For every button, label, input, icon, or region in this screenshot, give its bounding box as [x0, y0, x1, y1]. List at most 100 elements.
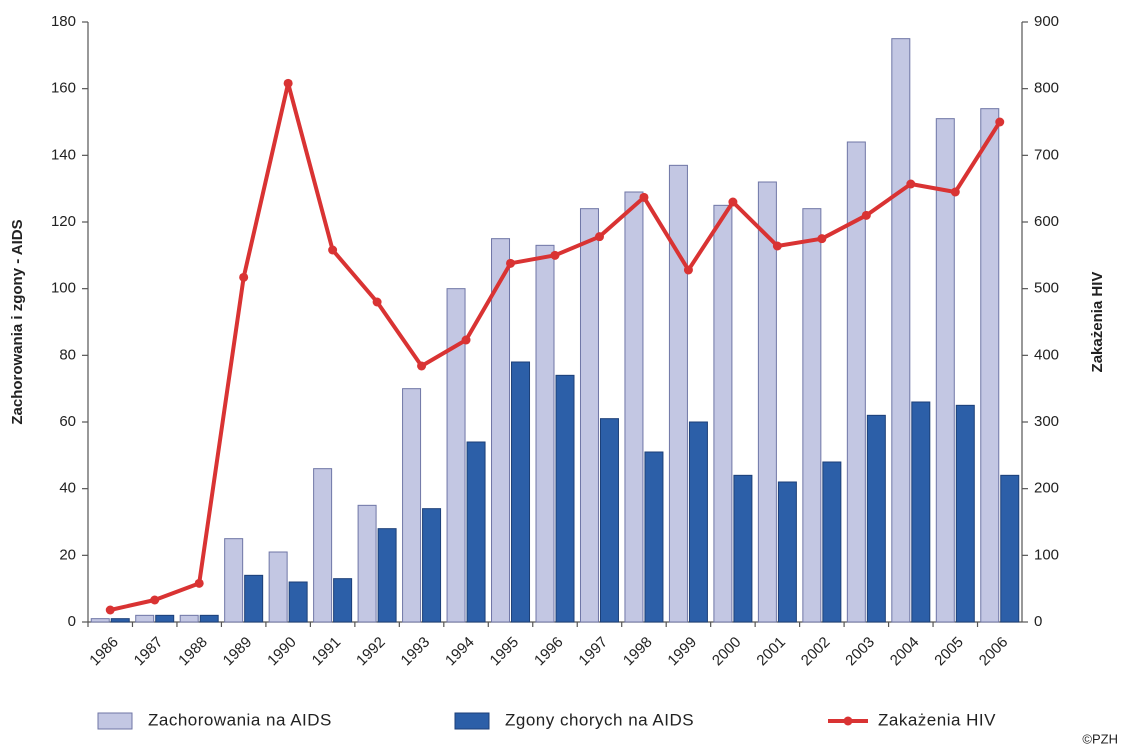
line-marker: [417, 361, 427, 371]
bar: [555, 374, 575, 623]
y2-tick-label: 300: [1034, 413, 1059, 430]
line-marker: [105, 605, 115, 615]
x-tick-label: 1987: [131, 634, 167, 670]
bar: [644, 451, 664, 623]
legend-swatch: [97, 712, 133, 730]
bar: [402, 388, 422, 623]
line-marker: [372, 297, 382, 307]
bar: [333, 578, 353, 623]
x-tick-label: 1996: [531, 634, 567, 670]
x-tick-label: 2002: [798, 634, 834, 670]
bar: [244, 574, 264, 623]
y-tick-label: 180: [51, 13, 76, 30]
y2-tick-label: 400: [1034, 346, 1059, 363]
bar: [822, 461, 842, 623]
y2-tick-label: 700: [1034, 146, 1059, 163]
y-tick-label: 140: [51, 146, 76, 163]
bar: [713, 204, 733, 623]
line-marker: [150, 595, 160, 605]
bar: [911, 401, 931, 623]
x-tick-label: 1992: [353, 634, 389, 670]
bar: [757, 181, 777, 623]
y-axis-label: Zachorowania i zgony - AIDS: [9, 219, 26, 424]
line-marker: [683, 265, 693, 275]
x-tick-label: 1993: [398, 634, 434, 670]
y-tick-label: 40: [59, 480, 76, 497]
bar: [199, 614, 219, 623]
bar: [935, 118, 955, 623]
line-marker: [239, 272, 249, 282]
y2-tick-label: 100: [1034, 546, 1059, 563]
bar: [446, 288, 466, 623]
line-marker: [861, 210, 871, 220]
line-marker: [906, 179, 916, 189]
source: ©PZH: [1082, 731, 1118, 746]
legend-label: Zgony chorych na AIDS: [505, 710, 694, 729]
bar: [891, 38, 911, 623]
line-marker: [817, 234, 827, 244]
y-tick-label: 0: [68, 613, 76, 630]
x-tick-label: 2003: [842, 634, 878, 670]
bar: [535, 244, 555, 623]
x-tick-label: 1989: [220, 634, 256, 670]
y-tick-label: 160: [51, 80, 76, 97]
bar: [110, 618, 130, 623]
bar: [357, 504, 377, 623]
x-tick-label: 2006: [976, 634, 1012, 670]
bar: [599, 418, 619, 623]
bar: [179, 614, 199, 623]
bar: [511, 361, 531, 623]
y2-tick-label: 500: [1034, 280, 1059, 297]
y2-tick-label: 200: [1034, 480, 1059, 497]
y-tick-label: 80: [59, 346, 76, 363]
bar: [624, 191, 644, 623]
x-tick-label: 1995: [487, 634, 523, 670]
bar: [579, 208, 599, 623]
y2-tick-label: 0: [1034, 613, 1042, 630]
x-tick-label: 1998: [620, 634, 656, 670]
y2-axis-label: Zakażenia HIV: [1089, 272, 1106, 373]
x-tick-label: 1991: [309, 634, 345, 670]
bar: [422, 508, 442, 623]
legend-swatch: [454, 712, 490, 730]
line-marker: [461, 335, 471, 345]
bar: [802, 208, 822, 623]
line-marker: [594, 232, 604, 242]
line-series: [109, 81, 1002, 612]
x-tick-label: 1988: [175, 634, 211, 670]
bar: [135, 614, 155, 623]
bar: [288, 581, 308, 623]
line-marker: [194, 578, 204, 588]
bar: [313, 468, 333, 623]
x-tick-label: 1999: [664, 634, 700, 670]
x-tick-label: 1986: [86, 634, 122, 670]
line-marker: [772, 241, 782, 251]
bar: [846, 141, 866, 623]
bar: [155, 614, 175, 623]
legend-label: Zakażenia HIV: [878, 710, 996, 729]
bar: [1000, 474, 1020, 623]
legend-swatch: [843, 716, 853, 726]
bar: [466, 441, 486, 623]
line-marker: [328, 245, 338, 255]
legend-label: Zachorowania na AIDS: [148, 710, 332, 729]
bar: [733, 474, 753, 623]
bar: [688, 421, 708, 623]
x-tick-label: 2000: [709, 634, 745, 670]
y-tick-label: 60: [59, 413, 76, 430]
x-tick-label: 1997: [575, 634, 611, 670]
line-marker: [639, 192, 649, 202]
bar: [268, 551, 288, 623]
y2-tick-label: 900: [1034, 13, 1059, 30]
bar: [377, 528, 397, 623]
y-tick-label: 120: [51, 213, 76, 230]
bar: [224, 538, 244, 623]
bar: [90, 618, 110, 623]
line-marker: [995, 117, 1005, 127]
line-marker: [728, 197, 738, 207]
x-tick-label: 2005: [931, 634, 967, 670]
y-tick-label: 100: [51, 280, 76, 297]
x-tick-label: 2001: [753, 634, 789, 670]
bar: [777, 481, 797, 623]
